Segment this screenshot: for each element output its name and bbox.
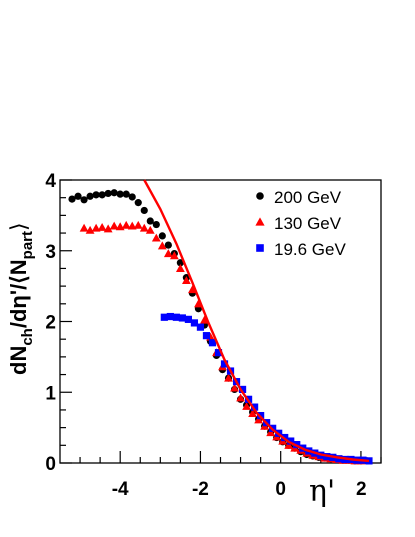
data-point xyxy=(74,193,81,200)
y-tick-label: 3 xyxy=(45,242,56,263)
x-axis-title: η' xyxy=(309,474,335,509)
legend-label: 130 GeV xyxy=(274,214,342,233)
data-point xyxy=(99,191,106,198)
y-tick-label: 0 xyxy=(45,454,56,475)
data-point xyxy=(86,193,93,200)
data-point xyxy=(141,207,148,214)
y-axis-title: dNch/dη'/⟨Npart⟩ xyxy=(6,222,36,375)
data-point xyxy=(165,241,172,248)
y-tick-label: 2 xyxy=(45,313,56,334)
legend: 200 GeV 130 GeV 19.6 GeV xyxy=(255,188,346,259)
legend-marker xyxy=(255,217,264,225)
data-point xyxy=(111,189,118,196)
data-point xyxy=(159,232,166,239)
legend-marker xyxy=(256,244,264,252)
data-point xyxy=(80,224,89,232)
x-tick-label: 0 xyxy=(275,479,286,500)
y-tick-label: 1 xyxy=(45,383,56,404)
legend-marker xyxy=(256,192,264,200)
y-tick-labels: 0 1 2 3 4 xyxy=(45,171,56,475)
legend-label: 19.6 GeV xyxy=(274,240,346,259)
x-tick-labels: -4 -2 0 xyxy=(112,479,286,500)
data-point xyxy=(147,217,154,224)
x-tick-label: -2 xyxy=(192,479,209,500)
data-point xyxy=(129,193,136,200)
data-point xyxy=(134,221,143,229)
series xyxy=(161,313,373,465)
y-tick-label: 4 xyxy=(45,171,56,192)
x-tick-label: 2 xyxy=(356,479,367,500)
data-point xyxy=(176,264,185,272)
x-tick-label: -4 xyxy=(112,479,129,500)
data-point xyxy=(135,199,142,206)
data-point xyxy=(153,221,160,228)
data-point xyxy=(197,324,204,331)
data-point xyxy=(203,332,210,339)
legend-label: 200 GeV xyxy=(274,188,342,207)
data-point xyxy=(80,196,87,203)
